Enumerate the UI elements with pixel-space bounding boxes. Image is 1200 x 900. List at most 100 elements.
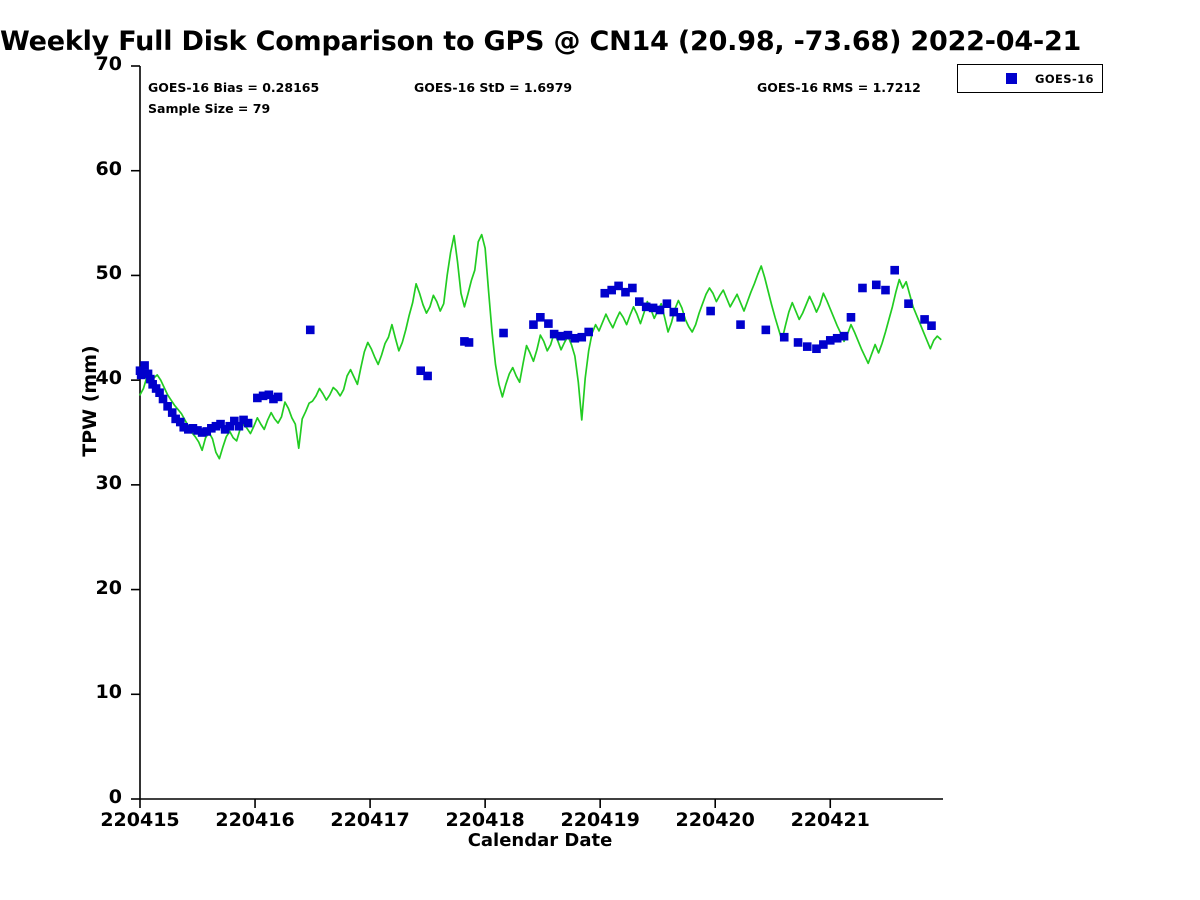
data-point-marker (179, 422, 189, 432)
data-point-marker (641, 302, 651, 312)
data-point-marker (167, 408, 177, 417)
data-point-marker (158, 394, 168, 404)
data-point-marker (761, 325, 771, 335)
data-point-marker (140, 361, 149, 370)
data-point-marker (207, 424, 216, 433)
y-tick-label: 60 (95, 157, 122, 180)
data-point-marker (779, 332, 789, 342)
data-point-marker (621, 287, 630, 297)
stat-std-label: GOES-16 StD = 1.6979 (414, 80, 573, 95)
data-point-marker (584, 327, 593, 337)
chart-title: Weekly Full Disk Comparison to GPS @ CN1… (0, 26, 1082, 57)
data-point-marker (464, 338, 474, 347)
data-point-marker (253, 393, 262, 403)
data-point-marker (155, 388, 164, 398)
x-tick-label: 220416 (215, 809, 295, 831)
x-tick-label: 220418 (445, 809, 525, 831)
data-point-marker (243, 418, 253, 428)
x-tick-label: 220415 (100, 809, 180, 831)
data-point-marker (570, 333, 580, 343)
data-point-marker (460, 337, 469, 346)
data-point-marker (793, 338, 803, 347)
x-tick-label: 220417 (330, 809, 410, 831)
stat-bias-label: GOES-16 Bias = 0.28165 (148, 80, 320, 95)
data-point-marker (839, 331, 849, 341)
legend-box (957, 64, 1103, 93)
data-point-marker (220, 425, 230, 434)
y-tick-label: 0 (108, 786, 122, 808)
data-point-marker (871, 280, 881, 290)
data-point-marker (634, 297, 644, 306)
x-axis-label: Calendar Date (467, 830, 613, 851)
data-point-marker (197, 428, 207, 437)
data-point-marker (669, 307, 679, 317)
data-point-marker (920, 315, 929, 324)
y-tick-label: 30 (95, 471, 122, 494)
data-point-marker (904, 299, 913, 308)
x-tick-label: 220419 (560, 809, 640, 831)
data-point-marker (499, 328, 508, 338)
data-point-marker (216, 419, 225, 429)
series-scatter-goes-16 (135, 265, 936, 437)
data-point-marker (577, 332, 587, 342)
data-point-marker (423, 371, 432, 381)
data-point-marker (563, 330, 573, 340)
data-point-marker (529, 320, 538, 329)
x-tick-label: 220420 (675, 809, 755, 831)
data-point-marker (662, 299, 672, 308)
data-point-marker (706, 306, 715, 316)
data-point-marker (273, 392, 283, 402)
data-point-marker (171, 414, 180, 424)
data-point-marker (202, 427, 212, 436)
y-tick-label: 50 (95, 262, 122, 285)
data-point-marker (305, 325, 315, 335)
legend-label-goes16: GOES-16 (1035, 72, 1094, 86)
data-point-marker (188, 424, 198, 433)
data-point-marker (607, 285, 616, 295)
data-point-marker (655, 305, 665, 315)
data-point-marker (163, 402, 172, 411)
data-point-marker (175, 417, 185, 427)
data-point-marker (549, 329, 559, 339)
series-line-gps (139, 233, 942, 460)
y-tick-label: 10 (95, 681, 122, 704)
data-point-marker (544, 319, 553, 328)
data-point-marker (890, 265, 899, 275)
stat-sample-size-label: Sample Size = 79 (148, 101, 271, 116)
data-point-marker (234, 421, 244, 431)
stat-rms-label: GOES-16 RMS = 1.7212 (757, 80, 921, 95)
data-point-marker (628, 283, 637, 293)
legend-marker-goes16-icon (1006, 73, 1017, 84)
y-tick-label: 20 (95, 576, 122, 599)
data-point-marker (416, 366, 425, 376)
data-point-marker (230, 416, 239, 426)
data-point-marker (846, 313, 856, 322)
data-point-marker (264, 390, 274, 400)
y-tick-label: 70 (95, 53, 122, 75)
data-point-marker (676, 313, 685, 322)
data-point-marker (184, 425, 193, 434)
data-point-marker (736, 320, 745, 329)
x-tick-label: 220421 (790, 809, 870, 831)
data-point-marker (819, 340, 828, 349)
y-tick-label: 40 (95, 367, 122, 390)
data-point-marker (146, 374, 155, 384)
data-point-marker (812, 344, 821, 354)
data-point-marker (648, 303, 658, 313)
data-point-marker (881, 285, 890, 295)
data-point-marker (136, 370, 146, 380)
data-point-marker (825, 336, 835, 345)
data-point-marker (927, 321, 936, 330)
data-point-marker (269, 394, 278, 404)
data-point-marker (600, 288, 610, 298)
data-point-marker (143, 369, 153, 379)
data-point-marker (832, 333, 842, 343)
data-point-marker (858, 283, 867, 293)
data-point-marker (802, 342, 812, 351)
data-point-marker (536, 313, 545, 322)
data-point-marker (225, 421, 235, 431)
data-point-marker (193, 426, 202, 435)
data-point-marker (211, 421, 221, 431)
